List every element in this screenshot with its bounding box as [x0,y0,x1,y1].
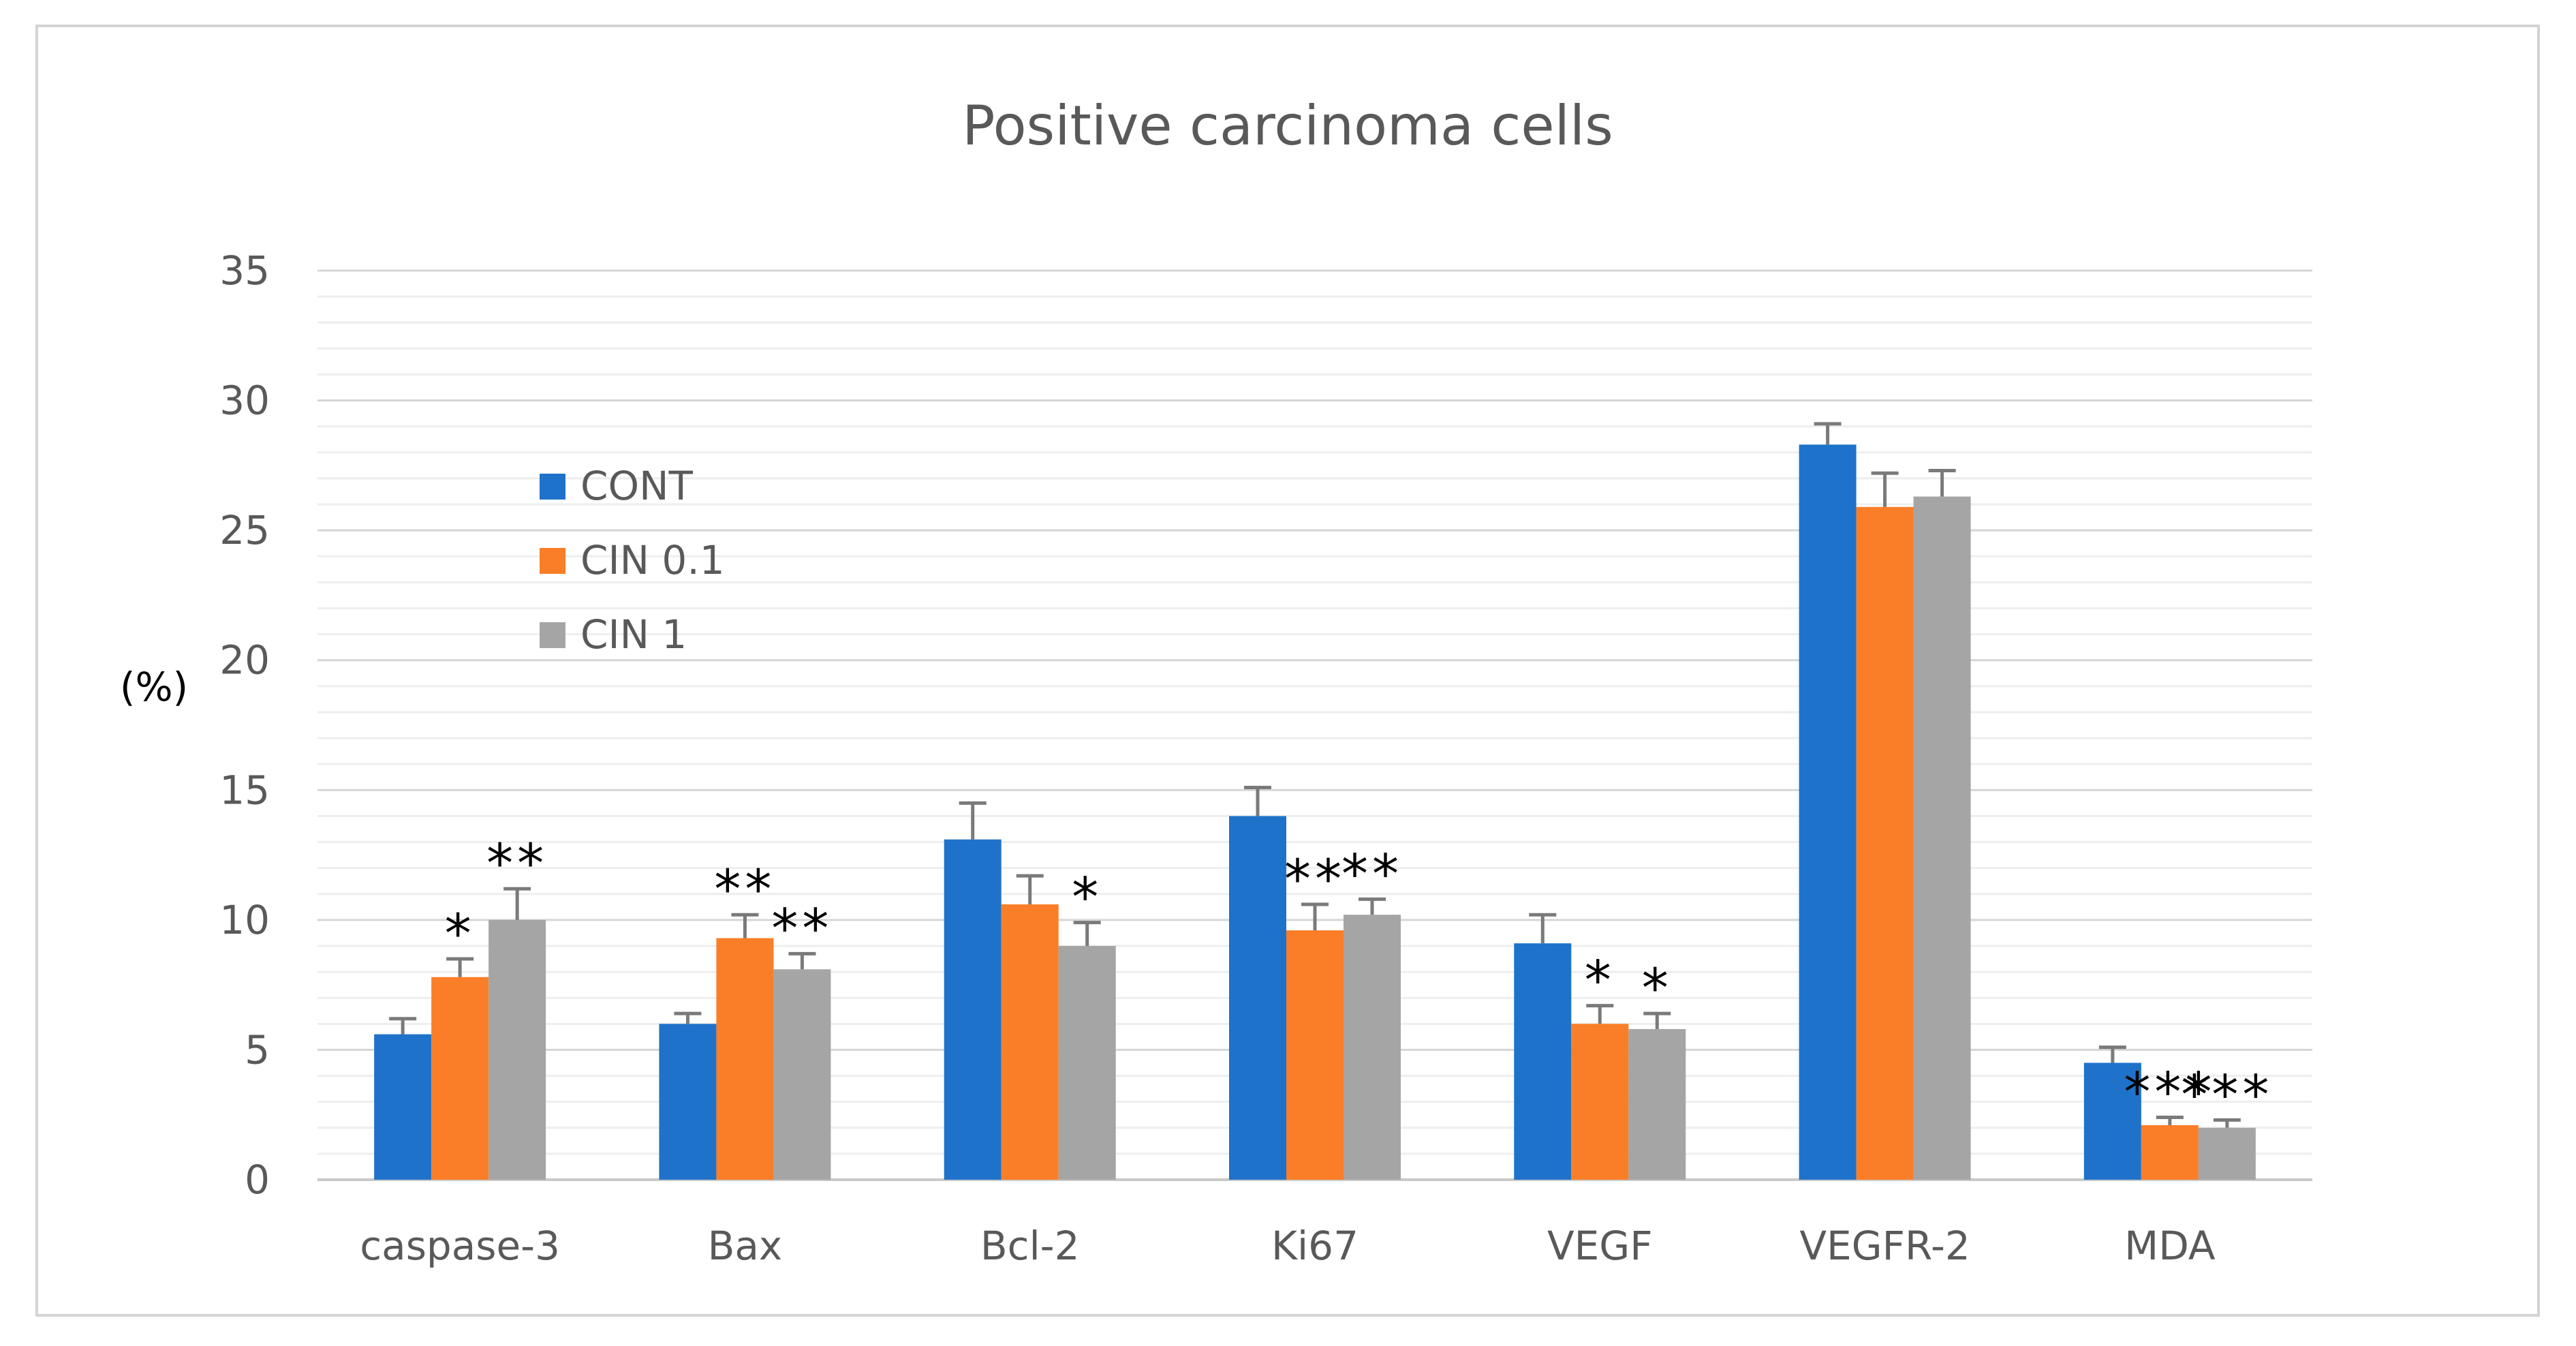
significance-marker: * [1585,951,1615,1012]
bar-cin-0-1-vegf [1571,1024,1629,1180]
bar-cin-1-bax [773,969,831,1180]
bar-cin-0-1-ki67 [1286,930,1344,1180]
y-tick-label: 10 [219,897,270,943]
error-bars [389,422,2241,1128]
bar-cin-1-vegfr-2 [1913,496,1971,1180]
significance-markers: *** ***** ***** ******* [445,833,2273,1126]
y-tick-label: 25 [219,507,270,553]
y-axis-ticks: 0 5 10 15 20 25 30 35 [219,247,270,1203]
bar-cont-vegfr-2 [1799,444,1857,1180]
x-tick-label: VEGFR-2 [1799,1223,1970,1269]
significance-marker: ** [714,859,775,921]
x-axis-ticks: caspase-3 Bax Bcl-2 Ki67 VEGF VEGFR-2 MDA [360,1223,2216,1269]
bar-cont-ki67 [1229,816,1286,1180]
bar-cin-0-1-vegfr-2 [1856,506,1914,1180]
grid-lines [317,269,2312,1181]
x-tick-label: Bcl-2 [980,1223,1080,1269]
significance-marker: * [445,904,476,965]
x-tick-label: caspase-3 [360,1223,560,1269]
bar-cin-1-mda [2198,1127,2256,1180]
y-tick-label: 0 [245,1157,270,1203]
y-tick-label: 15 [219,767,270,813]
legend-swatch [540,622,565,648]
bar-cin-1-ki67 [1344,915,1401,1180]
y-tick-label: 5 [245,1026,270,1073]
bar-cont-caspase-3 [374,1034,432,1180]
bar-cin-1-vegf [1628,1028,1686,1180]
bar-cont-mda [2083,1062,2141,1180]
legend-swatch [540,474,565,500]
y-tick-label: 35 [219,247,270,294]
significance-marker: * [1642,958,1673,1020]
significance-marker: * [1072,868,1102,929]
legend-swatch [540,548,565,574]
legend-label: CIN 0.1 [580,537,725,583]
x-tick-label: Ki67 [1271,1223,1359,1269]
significance-marker: ** [771,898,833,960]
legend: CONT CIN 0.1 CIN 1 [540,463,725,658]
bar-cont-bax [659,1024,717,1180]
chart-title: Positive carcinoma cells [962,94,1613,157]
x-tick-label: VEGF [1547,1223,1653,1269]
bar-cin-0-1-caspase-3 [431,977,489,1180]
bars [374,444,2256,1180]
legend-label: CONT [580,463,694,509]
x-tick-label: Bax [708,1223,783,1269]
y-tick-label: 30 [219,378,270,424]
bar-cont-vegf [1514,943,1572,1180]
bar-cin-1-caspase-3 [488,919,546,1180]
x-tick-label: MDA [2124,1223,2216,1269]
bar-cin-1-bcl-2 [1058,945,1116,1180]
significance-marker: ** [1341,844,1403,905]
significance-marker: ** [486,833,548,895]
bar-cin-0-1-mda [2141,1125,2199,1180]
legend-label: CIN 1 [580,611,687,658]
significance-marker: *** [2124,1062,2216,1124]
bar-cont-bcl-2 [944,839,1002,1180]
bar-cin-0-1-bax [716,938,774,1180]
significance-marker: *** [2181,1065,2273,1126]
significance-marker: ** [1284,849,1346,911]
bar-cin-0-1-bcl-2 [1001,904,1059,1180]
y-axis-label: (%) [120,664,188,710]
y-tick-label: 20 [219,637,270,684]
